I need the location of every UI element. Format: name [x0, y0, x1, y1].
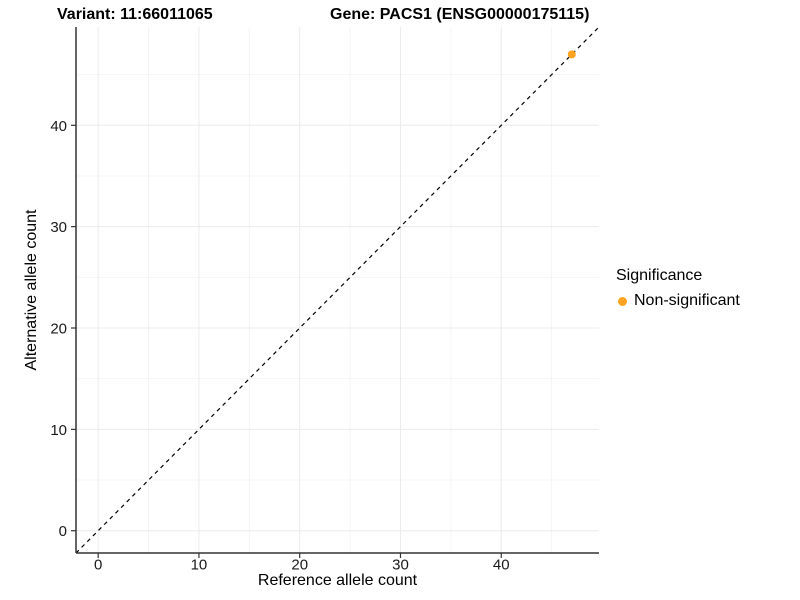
plot-title-variant: Variant: 11:66011065 — [57, 6, 213, 23]
legend: Significance Non-significant — [614, 267, 740, 310]
y-tick-label-30: 30 — [50, 219, 67, 236]
x-tick-label-30: 30 — [392, 557, 409, 574]
y-tick-label-10: 10 — [50, 422, 67, 439]
y-tick-label-40: 40 — [50, 118, 67, 135]
legend-point-icon — [618, 296, 627, 306]
x-tick-label-20: 20 — [291, 557, 308, 574]
legend-title: Significance — [616, 267, 703, 284]
x-tick-label-0: 0 — [94, 557, 102, 574]
y-tick-label-0: 0 — [59, 523, 67, 540]
x-axis-title: Reference allele count — [257, 572, 418, 589]
y-axis-title: Alternative allele count — [23, 209, 40, 371]
data-point — [567, 50, 576, 59]
x-tick-label-10: 10 — [191, 557, 208, 574]
identity-line — [75, 26, 600, 554]
y-tick-label-20: 20 — [50, 321, 67, 338]
legend-item-label: Non-significant — [634, 292, 740, 309]
legend-item: Non-significant — [614, 292, 740, 310]
x-tick-label-40: 40 — [493, 557, 510, 574]
plot-title-gene: Gene: PACS1 (ENSG00000175115) — [330, 6, 590, 23]
